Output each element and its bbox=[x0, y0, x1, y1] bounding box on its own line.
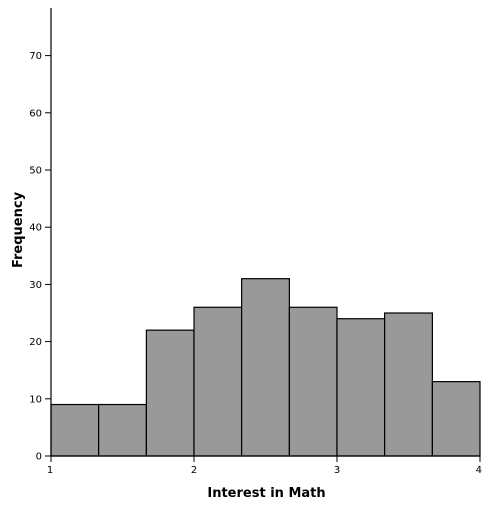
y-ticks-group: 0 10 20 30 40 50 60 70 bbox=[29, 51, 51, 463]
histogram-bar bbox=[145, 329, 195, 457]
x-ticks-group: 1 2 3 4 bbox=[47, 456, 482, 476]
histogram-bar bbox=[288, 306, 338, 457]
histogram-bar bbox=[241, 278, 290, 457]
histogram-bar bbox=[336, 318, 386, 457]
y-tick-label: 50 bbox=[29, 166, 42, 177]
y-tick-label: 10 bbox=[29, 394, 42, 405]
bars-group bbox=[50, 278, 481, 457]
x-tick-label: 3 bbox=[334, 465, 340, 476]
x-tick-label: 4 bbox=[476, 465, 482, 476]
histogram-bar bbox=[98, 403, 147, 457]
histogram-bar bbox=[384, 312, 433, 457]
x-tick-label: 2 bbox=[191, 465, 197, 476]
y-tick-label: 40 bbox=[29, 223, 42, 234]
y-tick-label: 70 bbox=[29, 51, 42, 62]
histogram-bar bbox=[193, 306, 243, 457]
y-tick-label: 60 bbox=[29, 108, 42, 119]
y-tick-label: 20 bbox=[29, 337, 42, 348]
y-tick-label: 0 bbox=[36, 452, 42, 463]
histogram-bar bbox=[50, 403, 100, 457]
x-axis-title: Interest in Math bbox=[207, 486, 325, 501]
y-axis-title: Frequency bbox=[11, 191, 26, 268]
x-tick-label: 1 bbox=[47, 465, 53, 476]
histogram-bar bbox=[431, 381, 481, 457]
y-tick-label: 30 bbox=[29, 280, 42, 291]
